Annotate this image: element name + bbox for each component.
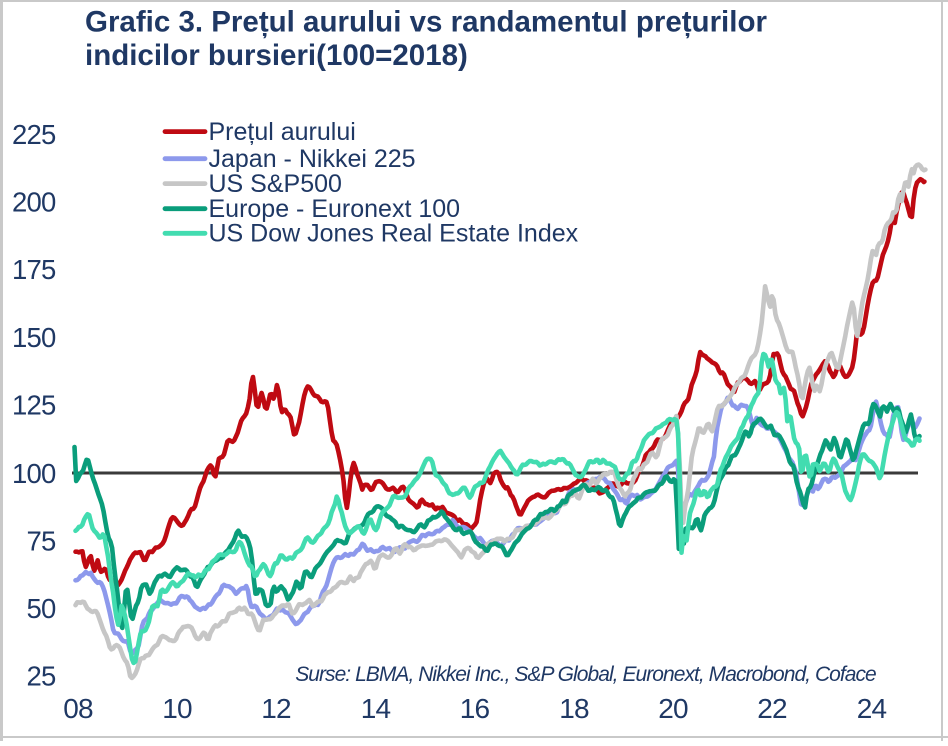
svg-text:Surse: LBMA, Nikkei Inc., S&P: Surse: LBMA, Nikkei Inc., S&P Global, Eu… [295,663,876,686]
svg-text:50: 50 [27,593,56,624]
svg-text:100: 100 [12,458,56,489]
svg-text:16: 16 [460,693,490,724]
svg-text:Grafic 3. Prețul aurului vs ra: Grafic 3. Prețul aurului vs randamentul … [85,6,767,39]
svg-text:Japan - Nikkei 225: Japan - Nikkei 225 [209,145,416,173]
svg-text:125: 125 [12,389,56,420]
svg-text:Europe - Euronext 100: Europe - Euronext 100 [209,195,461,223]
svg-text:225: 225 [12,119,56,150]
svg-text:75: 75 [27,525,56,556]
svg-text:08: 08 [63,693,93,724]
svg-text:18: 18 [559,693,589,724]
svg-text:22: 22 [757,693,787,724]
svg-text:200: 200 [12,187,56,218]
svg-text:Prețul aurului: Prețul aurului [209,118,356,146]
svg-text:14: 14 [361,693,391,724]
svg-text:20: 20 [658,693,688,724]
svg-text:US S&P500: US S&P500 [209,170,342,198]
svg-text:25: 25 [27,661,56,692]
svg-text:indicilor bursieri(100=2018): indicilor bursieri(100=2018) [85,39,468,72]
svg-text:12: 12 [261,693,291,724]
svg-text:24: 24 [857,693,887,724]
svg-text:10: 10 [162,693,192,724]
svg-text:US Dow Jones Real Estate Index: US Dow Jones Real Estate Index [209,220,579,248]
svg-text:175: 175 [12,254,56,285]
svg-text:150: 150 [12,322,56,353]
